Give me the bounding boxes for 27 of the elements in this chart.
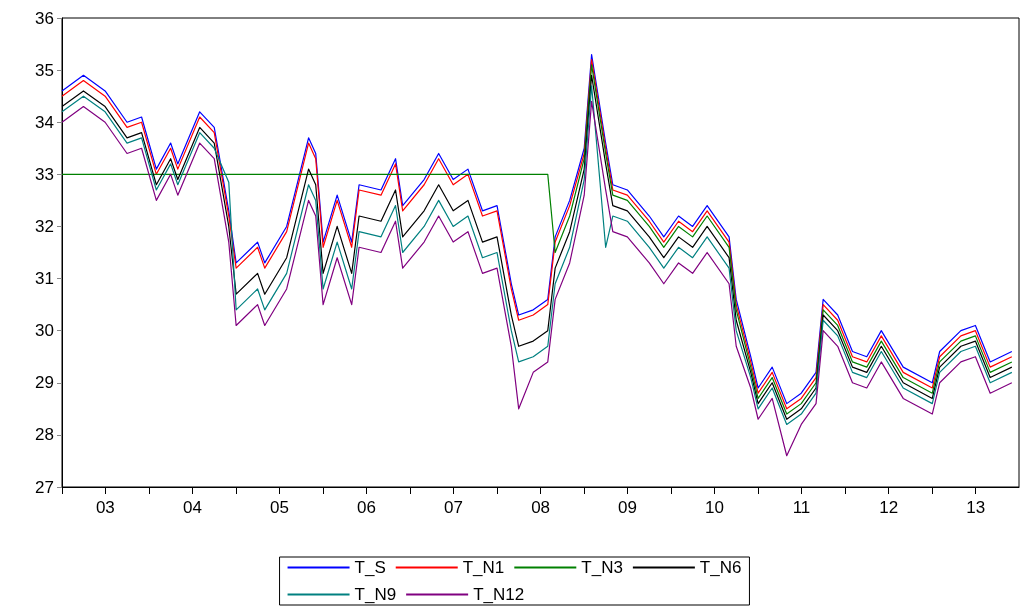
legend-label: T_N12 <box>473 585 525 604</box>
x-tick-label: 11 <box>792 498 811 517</box>
y-tick-label: 31 <box>35 269 54 289</box>
y-tick-label: 30 <box>35 321 54 341</box>
legend-label: T_S <box>354 558 386 577</box>
x-tick-label: 03 <box>95 498 115 517</box>
x-tick-label: 10 <box>705 498 724 517</box>
y-tick-label: 28 <box>35 425 54 445</box>
y-tick-label: 29 <box>35 373 54 393</box>
y-tick-label: 34 <box>35 112 54 132</box>
y-tick-label: 36 <box>35 8 54 28</box>
legend-label: T_N9 <box>354 585 397 604</box>
y-tick-label: 27 <box>35 477 54 497</box>
x-tick-label: 05 <box>270 498 289 517</box>
x-tick-label: 06 <box>357 498 376 517</box>
legend-label: T_N3 <box>581 558 623 577</box>
legend-label: T_N6 <box>699 558 742 577</box>
x-tick-label: 07 <box>443 498 463 517</box>
x-tick-label: 12 <box>879 498 899 517</box>
x-tick-label: 08 <box>531 498 551 517</box>
legend-label: T_N1 <box>462 558 505 577</box>
x-tick-label: 09 <box>618 498 638 517</box>
y-tick-label: 32 <box>35 216 54 236</box>
y-tick-label: 33 <box>35 164 54 184</box>
x-tick-label: 13 <box>966 498 986 517</box>
y-tick-label: 35 <box>35 60 54 80</box>
x-tick-label: 04 <box>183 498 203 517</box>
